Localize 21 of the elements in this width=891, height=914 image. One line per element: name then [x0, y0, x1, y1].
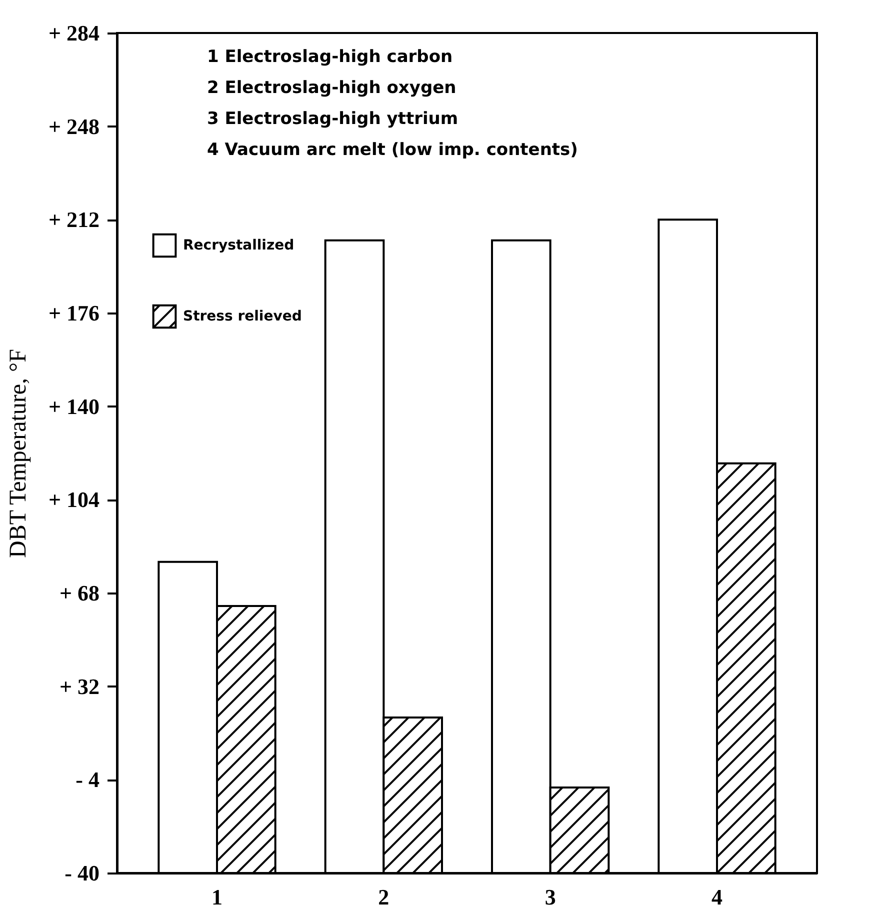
y-tick-label: - 40 [64, 860, 100, 886]
y-tick-label: + 104 [48, 487, 100, 512]
y-tick-label: + 68 [59, 580, 100, 606]
y-axis-title: DBT Temperature, °F [5, 349, 32, 558]
y-tick-label: - 4 [76, 767, 100, 792]
y-tick-label: + 248 [48, 114, 100, 139]
y-tick-label: + 176 [48, 300, 100, 326]
annotation: 3 Electroslag-high yttrium [207, 109, 458, 129]
x-tick-label: 1 [212, 884, 222, 910]
x-tick-label: 4 [712, 884, 722, 910]
y-tick-label: + 284 [48, 20, 100, 46]
x-tick-label: 2 [378, 884, 390, 910]
annotation: 4 Vacuum arc melt (low imp. contents) [207, 140, 578, 160]
legend-label: Stress relieved [183, 308, 302, 324]
y-tick-label: + 140 [48, 394, 100, 419]
annotation: 1 Electroslag-high carbon [207, 47, 453, 67]
x-tick-label: 3 [544, 884, 556, 910]
legend-label: Recrystallized [183, 238, 294, 254]
y-tick-label: + 212 [48, 207, 100, 232]
annotation: 2 Electroslag-high oxygen [207, 78, 456, 98]
y-tick-label: + 32 [59, 674, 100, 699]
